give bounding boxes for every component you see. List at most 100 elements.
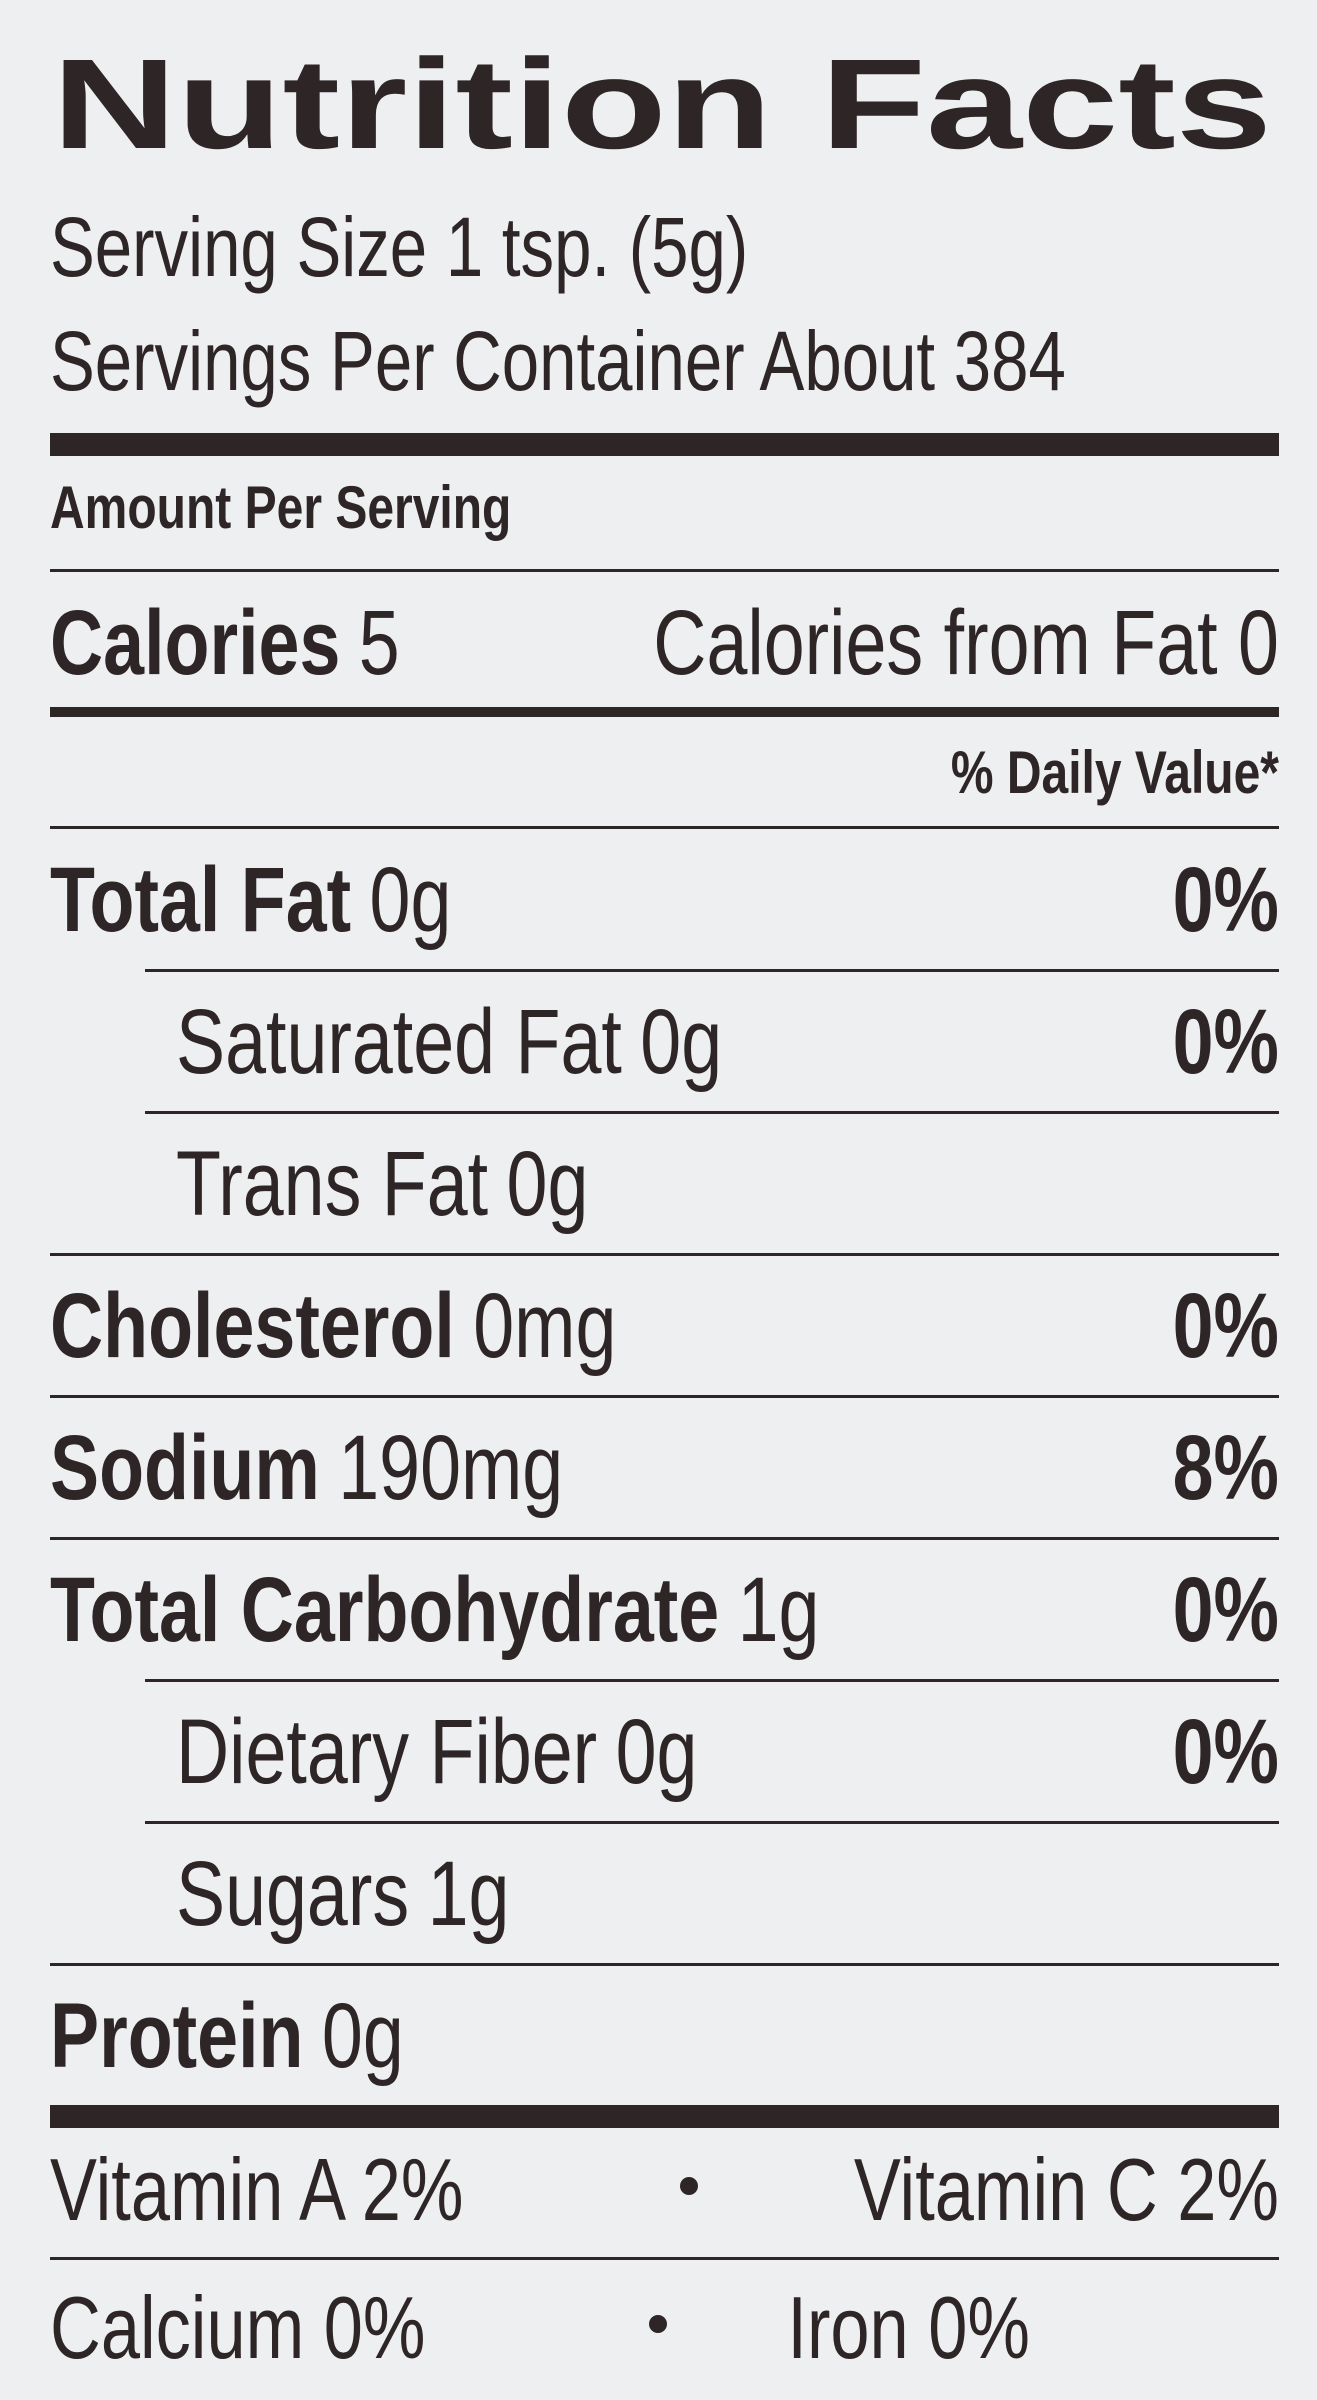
thick-rule [50, 2105, 1279, 2128]
vitamin-text: Calcium 0% [50, 2278, 426, 2376]
vitamin-left: Vitamin A 2% [50, 2140, 463, 2238]
nutrient-row: Dietary Fiber 0g [176, 1700, 697, 1803]
rule [50, 1253, 1279, 1256]
vitamin-right: Iron 0% [787, 2278, 1030, 2376]
nutrient-row: Total Carbohydrate 1g [50, 1558, 819, 1661]
nutrient-label: Sugars [176, 1842, 409, 1945]
nutrient-amount: 0g [616, 1700, 698, 1803]
nutrient-label: Total Fat [50, 848, 351, 951]
daily-value-text: 0% [1173, 1700, 1279, 1803]
daily-value: 0% [1173, 990, 1279, 1093]
calories-group: Calories 5 [50, 591, 400, 694]
daily-value-text: 0% [1173, 990, 1279, 1093]
nutrient-amount: 1g [738, 1558, 820, 1661]
bullet [649, 2315, 667, 2333]
nutrient-row: Sugars 1g [176, 1842, 509, 1945]
nutrient-row-group: Saturated Fat 0g [176, 990, 722, 1093]
serving-size-text: Serving Size 1 tsp. (5g) [50, 201, 748, 295]
nutrient-label: Sodium [50, 1416, 320, 1519]
nutrient-row: Sodium 190mg [50, 1416, 563, 1519]
medium-rule [50, 707, 1279, 717]
nutrient-label: Cholesterol [50, 1274, 455, 1377]
vitamin-right: Vitamin C 2% [854, 2140, 1279, 2238]
nutrient-amount: 0mg [473, 1274, 616, 1377]
daily-value: 0% [1173, 848, 1279, 951]
nutrient-row-group: Sugars 1g [176, 1842, 509, 1945]
daily-value-header-group: % Daily Value* [951, 739, 1280, 806]
vitamin-left-group: Vitamin A 2% [50, 2140, 463, 2238]
calories-from-fat-group: Calories from Fat 0 [653, 591, 1279, 694]
servings-text: Servings Per Container About 384 [50, 315, 1066, 409]
calories-from-fat-text: Calories from Fat 0 [653, 591, 1279, 694]
bullet [680, 2177, 698, 2195]
thick-rule [50, 433, 1279, 456]
rule [50, 2257, 1279, 2260]
calories-from-fat: Calories from Fat 0 [653, 591, 1279, 694]
vitamin-left-group: Calcium 0% [50, 2278, 426, 2376]
rule [50, 1537, 1279, 1540]
vitamin-text: Vitamin C 2% [854, 2140, 1279, 2238]
rule [145, 1111, 1279, 1114]
rule [145, 1821, 1279, 1824]
nutrient-amount: 1g [428, 1842, 510, 1945]
daily-value-text: 0% [1173, 1558, 1279, 1661]
nutrient-row: Protein 0g [50, 1984, 404, 2087]
serving-size-group: Serving Size 1 tsp. (5g) [50, 201, 748, 295]
calories: Calories 5 [50, 591, 400, 694]
nutrient-label: Saturated Fat [176, 990, 622, 1093]
daily-value-text: 0% [1173, 1274, 1279, 1377]
calories-label: Calories [50, 591, 340, 694]
rule [50, 1963, 1279, 1966]
nutrient-row: Total Fat 0g [50, 848, 451, 951]
rule [145, 1679, 1279, 1682]
vitamin-left: Calcium 0% [50, 2278, 426, 2376]
nutrient-label: Total Carbohydrate [50, 1558, 719, 1661]
daily-value: 0% [1173, 1274, 1279, 1377]
daily-value-header: % Daily Value* [951, 739, 1280, 806]
rule [145, 969, 1279, 972]
daily-value-group: 0% [1173, 1700, 1279, 1803]
nutrient-row-group: Protein 0g [50, 1984, 404, 2087]
amount-per-serving-group: Amount Per Serving [50, 474, 511, 541]
nutrient-row: Trans Fat 0g [176, 1132, 588, 1235]
daily-value-group: 0% [1173, 1274, 1279, 1377]
nutrient-row-group: Cholesterol 0mg [50, 1274, 616, 1377]
daily-value-group: 8% [1173, 1416, 1279, 1519]
nutrient-row-group: Trans Fat 0g [176, 1132, 588, 1235]
daily-value-group: 0% [1173, 990, 1279, 1093]
nutrient-label: Trans Fat [176, 1132, 488, 1235]
nutrient-amount: 0g [370, 848, 452, 951]
daily-value: 0% [1173, 1558, 1279, 1661]
nutrient-amount: 0g [322, 1984, 404, 2087]
nutrient-amount: 0g [640, 990, 722, 1093]
nutrient-label: Dietary Fiber [176, 1700, 597, 1803]
nutrient-row-group: Sodium 190mg [50, 1416, 563, 1519]
nutrient-amount: 190mg [338, 1416, 563, 1519]
rule [50, 826, 1279, 829]
rule [50, 569, 1279, 572]
nutrient-row: Cholesterol 0mg [50, 1274, 616, 1377]
servings-per-container-group: Servings Per Container About 384 [50, 315, 1066, 409]
calories-value: 5 [359, 591, 400, 694]
daily-value-text: 0% [1173, 848, 1279, 951]
nutrient-row: Saturated Fat 0g [176, 990, 722, 1093]
daily-value-group: 0% [1173, 848, 1279, 951]
servings-per-container: Servings Per Container About 384 [50, 315, 1066, 409]
nutrient-amount: 0g [507, 1132, 589, 1235]
nutrient-label: Protein [50, 1984, 304, 2087]
daily-value-group: 0% [1173, 1558, 1279, 1661]
daily-value: 0% [1173, 1700, 1279, 1803]
amount-text: Amount Per Serving [50, 474, 511, 541]
daily-value-text: % Daily Value* [951, 739, 1280, 806]
nutrient-row-group: Total Carbohydrate 1g [50, 1558, 819, 1661]
title: Nutrition Facts [52, 33, 1272, 176]
nutrient-row-group: Total Fat 0g [50, 848, 451, 951]
serving-size: Serving Size 1 tsp. (5g) [50, 201, 748, 295]
nutrient-row-group: Dietary Fiber 0g [176, 1700, 697, 1803]
vitamin-text: Iron 0% [787, 2278, 1030, 2376]
vitamin-text: Vitamin A 2% [50, 2140, 463, 2238]
rule [50, 1395, 1279, 1398]
amount-per-serving: Amount Per Serving [50, 474, 511, 541]
